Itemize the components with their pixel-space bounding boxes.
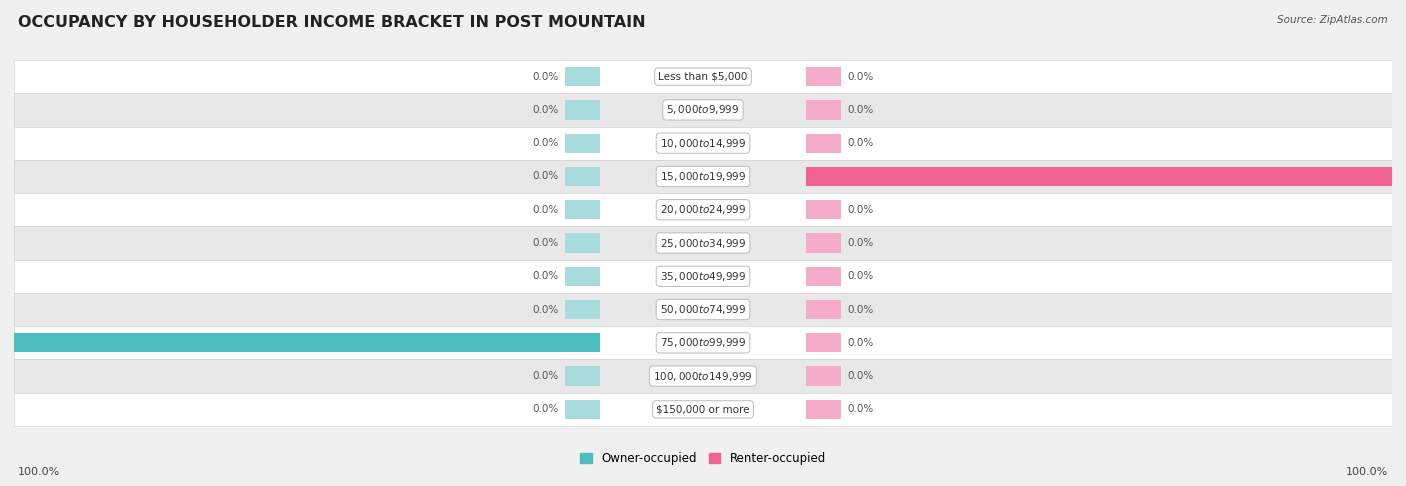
Bar <box>565 233 599 253</box>
Text: 0.0%: 0.0% <box>848 238 875 248</box>
Text: 0.0%: 0.0% <box>531 371 558 381</box>
Bar <box>565 100 599 120</box>
Bar <box>807 167 1406 186</box>
Bar <box>807 399 841 419</box>
Text: OCCUPANCY BY HOUSEHOLDER INCOME BRACKET IN POST MOUNTAIN: OCCUPANCY BY HOUSEHOLDER INCOME BRACKET … <box>18 15 645 30</box>
Bar <box>14 126 1392 160</box>
Bar <box>565 67 599 87</box>
Bar <box>565 267 599 286</box>
Text: 0.0%: 0.0% <box>531 105 558 115</box>
Bar <box>565 200 599 219</box>
Bar <box>14 293 1392 326</box>
Bar <box>807 366 841 386</box>
Text: $25,000 to $34,999: $25,000 to $34,999 <box>659 237 747 249</box>
Text: $10,000 to $14,999: $10,000 to $14,999 <box>659 137 747 150</box>
Bar <box>14 326 1392 360</box>
Text: 0.0%: 0.0% <box>531 305 558 314</box>
Bar <box>14 260 1392 293</box>
Text: $20,000 to $24,999: $20,000 to $24,999 <box>659 203 747 216</box>
Text: $150,000 or more: $150,000 or more <box>657 404 749 415</box>
Text: 0.0%: 0.0% <box>848 205 875 215</box>
Bar <box>14 60 1392 93</box>
Text: 0.0%: 0.0% <box>531 404 558 415</box>
Bar <box>565 399 599 419</box>
Bar <box>565 300 599 319</box>
Text: Less than $5,000: Less than $5,000 <box>658 71 748 82</box>
Text: $15,000 to $19,999: $15,000 to $19,999 <box>659 170 747 183</box>
Text: 0.0%: 0.0% <box>531 238 558 248</box>
Text: $75,000 to $99,999: $75,000 to $99,999 <box>659 336 747 349</box>
Bar <box>14 360 1392 393</box>
Text: 0.0%: 0.0% <box>531 271 558 281</box>
Text: 0.0%: 0.0% <box>848 71 875 82</box>
Text: $35,000 to $49,999: $35,000 to $49,999 <box>659 270 747 283</box>
Bar <box>14 226 1392 260</box>
Text: 0.0%: 0.0% <box>848 305 875 314</box>
Bar <box>807 300 841 319</box>
Text: 0.0%: 0.0% <box>531 138 558 148</box>
Bar <box>807 233 841 253</box>
Bar <box>14 160 1392 193</box>
Text: 100.0%: 100.0% <box>18 467 60 477</box>
Text: 0.0%: 0.0% <box>531 205 558 215</box>
Text: 0.0%: 0.0% <box>848 138 875 148</box>
Text: Source: ZipAtlas.com: Source: ZipAtlas.com <box>1277 15 1388 25</box>
Bar <box>14 193 1392 226</box>
Text: $100,000 to $149,999: $100,000 to $149,999 <box>654 369 752 382</box>
Bar <box>807 134 841 153</box>
Bar <box>565 167 599 186</box>
Text: $5,000 to $9,999: $5,000 to $9,999 <box>666 104 740 117</box>
Legend: Owner-occupied, Renter-occupied: Owner-occupied, Renter-occupied <box>575 447 831 470</box>
Text: 0.0%: 0.0% <box>848 271 875 281</box>
Bar <box>807 100 841 120</box>
Bar <box>0 333 599 352</box>
Text: $50,000 to $74,999: $50,000 to $74,999 <box>659 303 747 316</box>
Bar <box>807 67 841 87</box>
Text: 0.0%: 0.0% <box>848 404 875 415</box>
Text: 0.0%: 0.0% <box>848 338 875 348</box>
Bar <box>565 134 599 153</box>
Text: 100.0%: 100.0% <box>1346 467 1388 477</box>
Text: 0.0%: 0.0% <box>848 371 875 381</box>
Bar <box>14 93 1392 126</box>
Bar <box>807 333 841 352</box>
Bar <box>565 366 599 386</box>
Text: 0.0%: 0.0% <box>848 105 875 115</box>
Bar <box>14 393 1392 426</box>
Text: 0.0%: 0.0% <box>531 172 558 181</box>
Text: 0.0%: 0.0% <box>531 71 558 82</box>
Bar <box>807 267 841 286</box>
Bar <box>807 200 841 219</box>
